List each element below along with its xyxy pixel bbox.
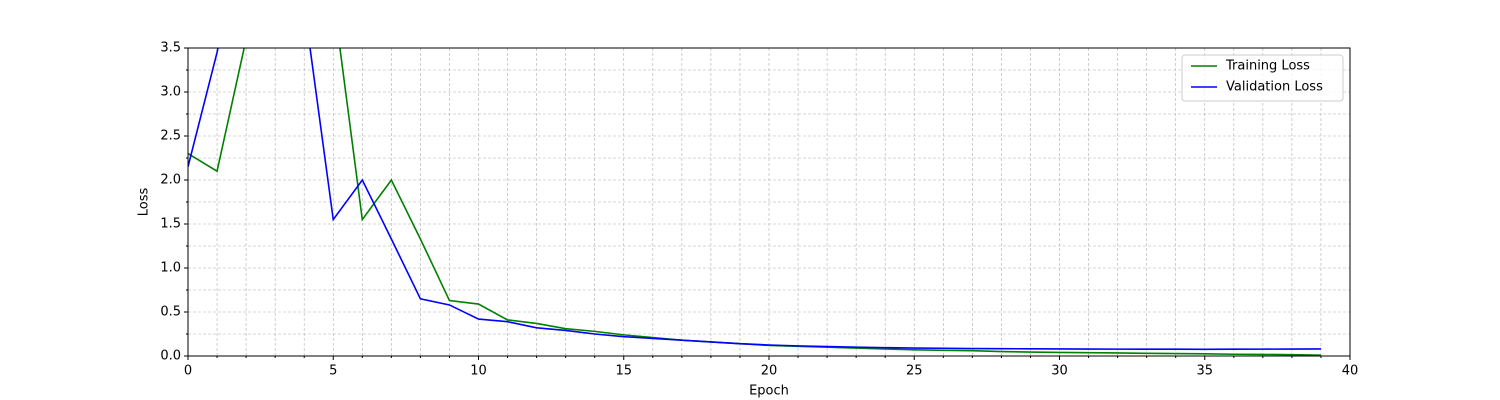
x-tick-label: 5 bbox=[329, 364, 337, 379]
x-tick-label: 10 bbox=[470, 364, 487, 379]
y-axis-label: Loss bbox=[137, 188, 152, 217]
legend-box bbox=[1181, 54, 1344, 102]
x-tick-label: 40 bbox=[1342, 364, 1359, 379]
y-tick-label: 3.5 bbox=[160, 41, 181, 56]
x-tick-label: 35 bbox=[1196, 364, 1213, 379]
x-tick-label: 25 bbox=[906, 364, 923, 379]
x-tick-label: 15 bbox=[615, 364, 632, 379]
y-tick-label: 2.0 bbox=[160, 173, 181, 188]
y-tick-label: 1.5 bbox=[160, 217, 181, 232]
legend-label: Training Loss bbox=[1225, 59, 1310, 74]
plot-area bbox=[188, 48, 1321, 356]
y-tick-label: 0.5 bbox=[160, 305, 181, 320]
grid bbox=[187, 47, 1351, 357]
x-tick-label: 20 bbox=[761, 364, 778, 379]
x-axis-label: Epoch bbox=[749, 384, 789, 399]
x-tick-label: 0 bbox=[184, 364, 192, 379]
line-series bbox=[188, 48, 1321, 351]
y-tick-label: 3.0 bbox=[160, 85, 181, 100]
ticks: 0 5 10 15 20 25 30 35 40 0.0 0.5 1.0 1.5 2.0 2.5 3.0 3.5 bbox=[160, 41, 1358, 379]
y-tick-label: 2.5 bbox=[160, 129, 181, 144]
y-tick-label: 1.0 bbox=[160, 261, 181, 276]
x-tick-label: 30 bbox=[1051, 364, 1068, 379]
legend: Training Loss Validation Loss bbox=[1181, 54, 1344, 102]
legend-label: Validation Loss bbox=[1226, 80, 1323, 95]
y-tick-label: 0.0 bbox=[160, 349, 181, 364]
